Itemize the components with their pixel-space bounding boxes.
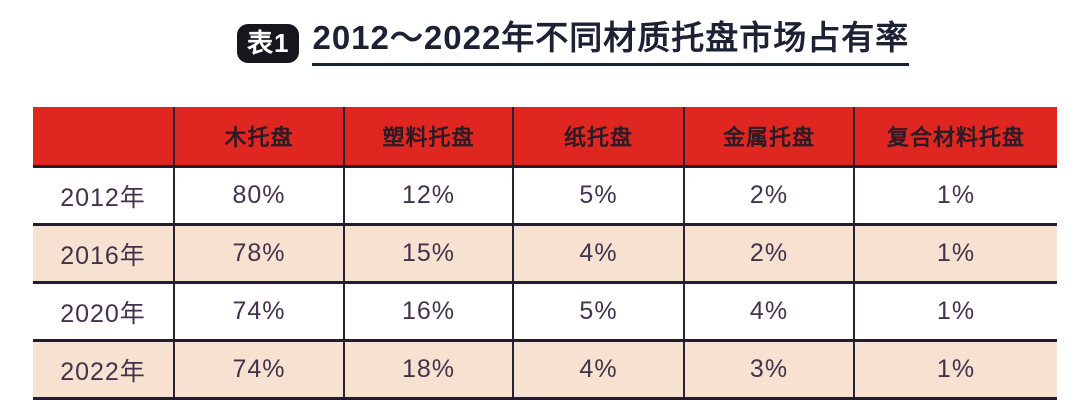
value-cell: 74%	[173, 281, 344, 341]
value-cell: 5%	[512, 166, 684, 225]
market-share-table: 木托盘 塑料托盘 纸托盘 金属托盘 复合材料托盘 2012年 80% 12% 5% 2% 1% 20…	[33, 107, 1057, 400]
value-cell: 80%	[173, 166, 344, 225]
value-cell: 2%	[683, 166, 854, 225]
value-cell: 74%	[173, 339, 344, 400]
value-cell: 1%	[853, 281, 1057, 341]
value-cell: 4%	[512, 339, 684, 400]
column-header-cell: 木托盘	[173, 107, 344, 168]
table-row: 2022年 74% 18% 4% 3% 1%	[33, 339, 1057, 400]
value-cell: 4%	[512, 223, 684, 283]
value-cell: 3%	[683, 339, 854, 400]
value-cell: 2%	[683, 223, 854, 283]
value-cell: 1%	[853, 166, 1057, 225]
value-cell: 16%	[343, 281, 513, 341]
year-cell: 2022年	[33, 339, 174, 400]
column-header-cell: 塑料托盘	[343, 107, 513, 168]
table-number-badge: 表1	[237, 23, 300, 63]
table-title: 表1 2012～2022年不同材质托盘市场占有率	[237, 19, 910, 67]
value-cell: 4%	[683, 281, 854, 341]
value-cell: 1%	[853, 339, 1057, 400]
value-cell: 1%	[853, 223, 1057, 283]
year-cell: 2020年	[33, 281, 174, 341]
table-row: 2012年 80% 12% 5% 2% 1%	[33, 166, 1057, 225]
column-header-cell: 纸托盘	[512, 107, 684, 168]
column-header-cell: 金属托盘	[683, 107, 854, 168]
table-header-row: 木托盘 塑料托盘 纸托盘 金属托盘 复合材料托盘	[33, 107, 1057, 168]
table-row: 2016年 78% 15% 4% 2% 1%	[33, 223, 1057, 283]
value-cell: 18%	[343, 339, 513, 400]
table-heading: 2012～2022年不同材质托盘市场占有率	[312, 19, 910, 67]
value-cell: 15%	[343, 223, 513, 283]
value-cell: 5%	[512, 281, 684, 341]
year-cell: 2012年	[60, 183, 146, 212]
year-cell: 2016年	[33, 223, 174, 283]
corner-header-cell	[33, 107, 174, 168]
table-row: 2020年 74% 16% 5% 4% 1%	[33, 281, 1057, 341]
value-cell: 12%	[343, 166, 513, 225]
value-cell: 78%	[173, 223, 344, 283]
column-header-cell: 复合材料托盘	[853, 107, 1057, 168]
